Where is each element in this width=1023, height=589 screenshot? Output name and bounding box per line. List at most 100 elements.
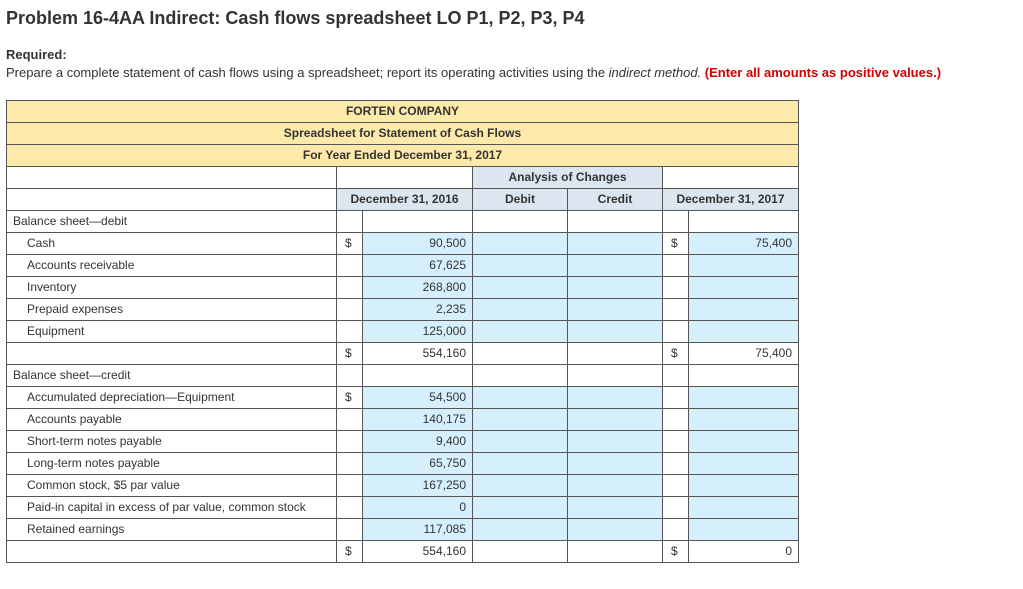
value-input[interactable]: 140,175 (363, 408, 473, 430)
total-value: 75,400 (689, 342, 799, 364)
value-input[interactable]: 65,750 (363, 452, 473, 474)
table-row: Cash $ 90,500 $ 75,400 (7, 232, 799, 254)
table-row: Accumulated depreciation—Equipment $ 54,… (7, 386, 799, 408)
value-input[interactable]: 54,500 (363, 386, 473, 408)
row-label: Prepaid expenses (7, 298, 337, 320)
table-row: Short-term notes payable 9,400 (7, 430, 799, 452)
header-analysis: Analysis of Changes (473, 166, 663, 188)
credit-input[interactable] (568, 452, 663, 474)
total-value: 0 (689, 540, 799, 562)
table-row: Retained earnings 117,085 (7, 518, 799, 540)
value-input[interactable]: 117,085 (363, 518, 473, 540)
blank (7, 188, 337, 210)
credit-input[interactable] (568, 298, 663, 320)
currency-symbol: $ (337, 540, 363, 562)
credit-input[interactable] (568, 254, 663, 276)
table-row: Prepaid expenses 2,235 (7, 298, 799, 320)
credit-input[interactable] (568, 496, 663, 518)
value-input[interactable] (689, 452, 799, 474)
currency-symbol: $ (337, 232, 363, 254)
row-label: Inventory (7, 276, 337, 298)
value-input[interactable] (689, 430, 799, 452)
required-text: Prepare a complete statement of cash flo… (6, 64, 1017, 82)
credit-total-row: $ 554,160 $ 0 (7, 540, 799, 562)
row-label: Long-term notes payable (7, 452, 337, 474)
value-input[interactable]: 167,250 (363, 474, 473, 496)
col-credit: Credit (568, 188, 663, 210)
blank (337, 166, 473, 188)
credit-input[interactable] (568, 474, 663, 496)
value-input[interactable]: 0 (363, 496, 473, 518)
row-label: Cash (7, 232, 337, 254)
table-row: Accounts receivable 67,625 (7, 254, 799, 276)
row-label: Common stock, $5 par value (7, 474, 337, 496)
debit-input[interactable] (473, 408, 568, 430)
blank (7, 166, 337, 188)
header-period: For Year Ended December 31, 2017 (7, 144, 799, 166)
debit-input[interactable] (473, 430, 568, 452)
value-input[interactable] (689, 254, 799, 276)
value-input[interactable] (689, 298, 799, 320)
debit-input[interactable] (473, 518, 568, 540)
value-input[interactable]: 75,400 (689, 232, 799, 254)
value-input[interactable]: 268,800 (363, 276, 473, 298)
row-label: Equipment (7, 320, 337, 342)
table-row: Common stock, $5 par value 167,250 (7, 474, 799, 496)
credit-input[interactable] (568, 518, 663, 540)
debit-input[interactable] (473, 474, 568, 496)
total-value: 554,160 (363, 342, 473, 364)
row-label: Accounts payable (7, 408, 337, 430)
value-input[interactable] (689, 408, 799, 430)
required-text-a: Prepare a complete statement of cash flo… (6, 65, 609, 80)
credit-input[interactable] (568, 430, 663, 452)
credit-input[interactable] (568, 320, 663, 342)
debit-input[interactable] (473, 496, 568, 518)
currency-symbol: $ (337, 342, 363, 364)
value-input[interactable]: 67,625 (363, 254, 473, 276)
row-label: Accounts receivable (7, 254, 337, 276)
table-row: Inventory 268,800 (7, 276, 799, 298)
debit-total-row: $ 554,160 $ 75,400 (7, 342, 799, 364)
value-input[interactable]: 2,235 (363, 298, 473, 320)
value-input[interactable] (689, 320, 799, 342)
currency-symbol: $ (337, 386, 363, 408)
page-title: Problem 16-4AA Indirect: Cash flows spre… (6, 8, 1017, 29)
value-input[interactable] (689, 496, 799, 518)
currency-symbol: $ (663, 540, 689, 562)
value-input[interactable]: 125,000 (363, 320, 473, 342)
row-label: Retained earnings (7, 518, 337, 540)
currency-symbol: $ (663, 342, 689, 364)
col-2016: December 31, 2016 (337, 188, 473, 210)
debit-input[interactable] (473, 276, 568, 298)
section-credit: Balance sheet—credit (7, 364, 337, 386)
debit-input[interactable] (473, 452, 568, 474)
table-row: Long-term notes payable 65,750 (7, 452, 799, 474)
row-label: Accumulated depreciation—Equipment (7, 386, 337, 408)
cashflow-spreadsheet: FORTEN COMPANY Spreadsheet for Statement… (6, 100, 799, 563)
debit-input[interactable] (473, 232, 568, 254)
row-label: Short-term notes payable (7, 430, 337, 452)
required-text-italic: indirect method. (609, 65, 702, 80)
header-company: FORTEN COMPANY (7, 100, 799, 122)
currency-symbol: $ (663, 232, 689, 254)
credit-input[interactable] (568, 276, 663, 298)
debit-input[interactable] (473, 254, 568, 276)
blank (663, 166, 799, 188)
section-debit: Balance sheet—debit (7, 210, 337, 232)
value-input[interactable] (689, 518, 799, 540)
value-input[interactable]: 90,500 (363, 232, 473, 254)
debit-input[interactable] (473, 298, 568, 320)
credit-input[interactable] (568, 408, 663, 430)
header-subtitle: Spreadsheet for Statement of Cash Flows (7, 122, 799, 144)
value-input[interactable] (689, 276, 799, 298)
value-input[interactable]: 9,400 (363, 430, 473, 452)
table-row: Paid-in capital in excess of par value, … (7, 496, 799, 518)
credit-input[interactable] (568, 232, 663, 254)
table-row: Accounts payable 140,175 (7, 408, 799, 430)
debit-input[interactable] (473, 386, 568, 408)
value-input[interactable] (689, 386, 799, 408)
value-input[interactable] (689, 474, 799, 496)
debit-input[interactable] (473, 320, 568, 342)
table-row: Equipment 125,000 (7, 320, 799, 342)
credit-input[interactable] (568, 386, 663, 408)
